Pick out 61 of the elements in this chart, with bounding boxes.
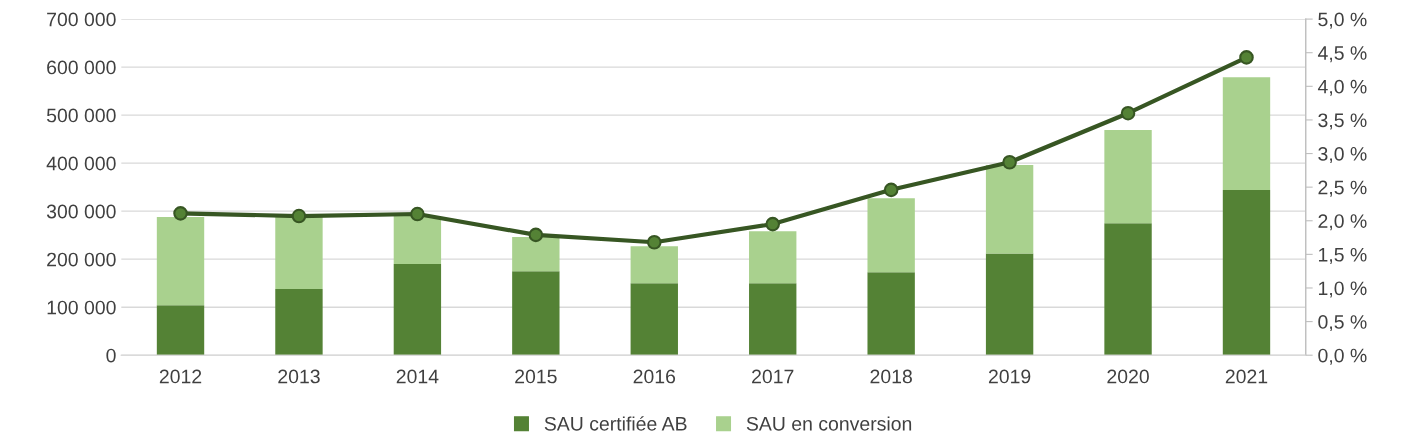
x-tick-label: 2018 bbox=[870, 369, 912, 384]
point bbox=[883, 182, 899, 198]
bar bbox=[1104, 130, 1152, 224]
bar bbox=[985, 253, 1034, 356]
y2-tick-label: 3,0 % bbox=[1318, 147, 1367, 164]
point bbox=[1002, 154, 1017, 170]
y2-tick-label: 2,5 % bbox=[1318, 180, 1367, 197]
point bbox=[1120, 105, 1136, 121]
y-tick-label: 500 000 bbox=[46, 108, 116, 123]
y-tick-label: 300 000 bbox=[46, 204, 116, 219]
bar bbox=[867, 272, 915, 356]
bar bbox=[1104, 223, 1152, 356]
y2-tick-label: 2,0 % bbox=[1318, 214, 1367, 231]
x-tick-label: 2015 bbox=[515, 369, 557, 384]
point bbox=[173, 206, 188, 221]
y2-tick-label: 1,5 % bbox=[1318, 247, 1367, 264]
x-tick-label: 2020 bbox=[1107, 369, 1149, 384]
bar bbox=[275, 288, 323, 356]
bar bbox=[156, 216, 205, 306]
bar bbox=[512, 237, 560, 272]
y2-tick-label: 3,5 % bbox=[1318, 113, 1367, 130]
y2-tick-label: 5,0 % bbox=[1318, 12, 1367, 29]
bar bbox=[275, 216, 323, 289]
bar bbox=[985, 165, 1034, 254]
bar bbox=[1222, 190, 1271, 356]
bar bbox=[512, 271, 560, 356]
bar bbox=[630, 283, 678, 356]
y-tick-label: 400 000 bbox=[46, 156, 116, 171]
bar bbox=[1222, 77, 1271, 191]
bar bbox=[393, 263, 442, 356]
y2-tick-label: 4,5 % bbox=[1317, 46, 1367, 63]
y2-tick-label: 0,5 % bbox=[1318, 315, 1367, 332]
point bbox=[765, 216, 781, 232]
point bbox=[410, 206, 425, 222]
bar bbox=[867, 198, 915, 273]
y-tick-label: 700 000 bbox=[47, 12, 116, 27]
x-tick-label: 2019 bbox=[988, 369, 1031, 384]
x-tick-label: 2021 bbox=[1225, 369, 1268, 384]
bar bbox=[156, 305, 205, 356]
bar bbox=[749, 231, 797, 284]
point bbox=[646, 234, 662, 250]
point bbox=[291, 208, 307, 224]
y-tick-label: 200 000 bbox=[47, 252, 116, 267]
y-tick-label: 100 000 bbox=[47, 300, 116, 315]
y-tick-label: 0 bbox=[106, 348, 116, 363]
x-tick-label: 2014 bbox=[396, 369, 439, 384]
x-tick-label: 2016 bbox=[633, 369, 676, 384]
bar bbox=[630, 246, 678, 284]
x-tick-label: 2012 bbox=[159, 369, 202, 384]
y-tick-label: 600 000 bbox=[47, 60, 116, 75]
legend-label: SAU en conversion bbox=[746, 416, 912, 431]
point bbox=[528, 227, 544, 243]
bar bbox=[393, 215, 442, 264]
bar bbox=[749, 283, 797, 356]
y2-tick-label: 1,0 % bbox=[1318, 281, 1367, 298]
x-tick-label: 2013 bbox=[278, 369, 320, 384]
legend-label: SAU certifiée AB bbox=[544, 416, 687, 431]
y2-tick-label: 4,0 % bbox=[1317, 79, 1367, 96]
y2-tick-label: 0,0 % bbox=[1318, 348, 1367, 365]
point bbox=[1239, 50, 1254, 65]
x-tick-label: 2017 bbox=[752, 369, 794, 384]
